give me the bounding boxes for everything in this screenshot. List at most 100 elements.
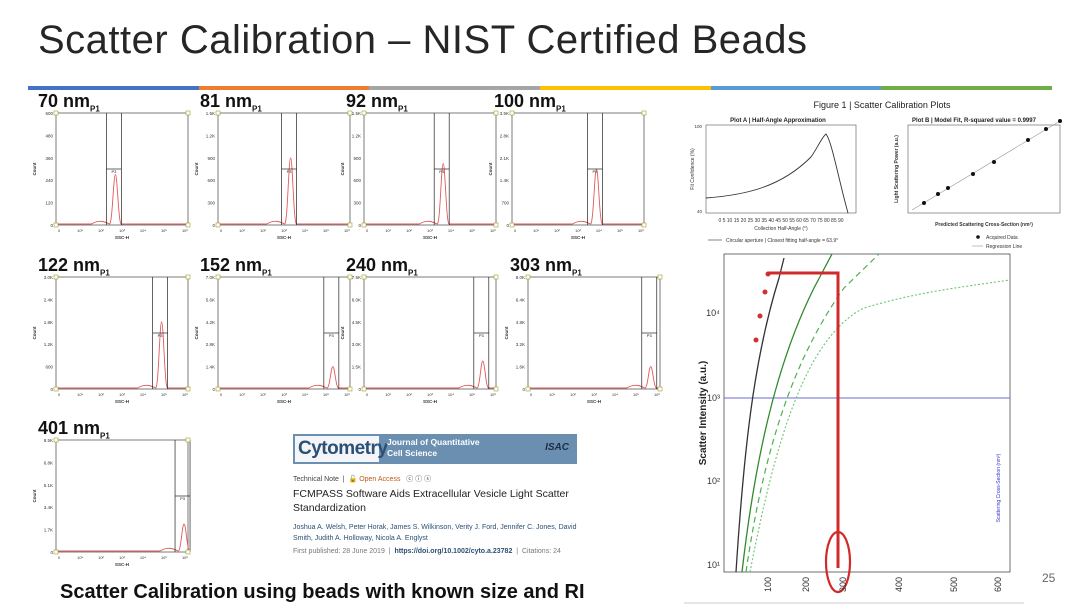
corner-handle [493, 222, 499, 228]
histogram-panel: 401 nmP1 8.5K 6.8K 5.1K 3.4K 1.7K 0 0 10¹ 10² 10³ 1… [28, 418, 196, 580]
corner-handle [525, 386, 531, 392]
histogram-panel: 100 nmP1 3.5K 2.8K 2.1K 1.4K 700 0 0 10¹ 10² 10³ 10… [484, 91, 652, 253]
histogram-size-label: 240 nmP1 [346, 255, 418, 278]
svg-text:0 5 10 15 20 25 30 35 40 45 50: 0 5 10 15 20 25 30 35 40 45 50 55 60 65 … [718, 218, 843, 224]
histogram-size-label: 303 nmP1 [510, 255, 582, 278]
histogram-curve [530, 366, 658, 389]
histogram-xtick: 10⁵ [161, 392, 167, 397]
histogram-curve [58, 321, 186, 389]
plot-b-xlabel: Predicted Scattering Cross-Section (nm²) [935, 222, 1033, 228]
histogram-xtick: 10² [260, 392, 266, 397]
ytick-4: 10⁴ [706, 308, 720, 318]
histogram-xtick: 10¹ [385, 392, 391, 397]
histogram-xtick: 10⁵ [323, 228, 329, 233]
histogram-chart: 1.5K 1.2K 900 600 300 00 10¹ 10² 10³ 10⁴ 10⁵ 10⁶ SSC… [194, 110, 353, 240]
histogram-ytick: 3.2K [516, 342, 525, 347]
histogram-xtick: 10⁵ [469, 228, 475, 233]
paper-excerpt: Cytometry Journal of Quantitative Cell S… [293, 434, 581, 564]
histogram-population: P1 [100, 431, 110, 441]
curve-green-dotted [749, 279, 1011, 573]
histogram-ytick: 3.4K [44, 505, 53, 510]
histogram-xlabel: SSC-H [423, 399, 437, 404]
histogram-xtick: 10³ [119, 228, 125, 233]
title-rule-segment [710, 86, 882, 90]
histogram-xtick: 10⁶ [182, 555, 188, 560]
histogram-population: P1 [398, 104, 408, 114]
figure-1: Figure 1 | Scatter Calibration Plots Plo… [686, 97, 1078, 251]
xtick-4: 400 [894, 577, 904, 592]
calibration-y2label: Scattering Cross-Section (nm²) [996, 453, 1002, 522]
corner-handle [185, 222, 191, 228]
histogram-xlabel: SSC-H [571, 235, 585, 240]
highlight-ellipse [824, 530, 852, 594]
histogram-ytick: 0 [358, 223, 361, 228]
histogram-xtick: 10² [554, 228, 560, 233]
histogram-curve [58, 174, 186, 225]
corner-handle [53, 274, 59, 280]
histogram-chart: 3.5K 2.8K 2.1K 1.4K 700 00 10¹ 10² 10³ 10⁴ 10⁵ 10⁶ S… [488, 110, 647, 240]
histogram-chart: 7.0K 5.6K 4.2K 2.8K 1.4K 00 10¹ 10² 10³ 10⁴ 10⁵ 10⁶… [194, 274, 353, 404]
histogram-xtick: 10⁵ [323, 392, 329, 397]
histogram-frame [527, 276, 661, 390]
plot-b-point [1058, 119, 1062, 123]
paper-publication-info: First published: 28 June 2019 | https://… [293, 548, 561, 555]
corner-handle [361, 274, 367, 280]
histogram-xtick: 10³ [119, 555, 125, 560]
histogram-xtick: 10¹ [239, 392, 245, 397]
histogram-population: P1 [262, 268, 272, 278]
histogram-size: 152 nm [200, 255, 263, 275]
histogram-ytick: 0 [212, 223, 215, 228]
histogram-ylabel: Count [194, 326, 199, 339]
histogram-xtick: 10¹ [77, 392, 83, 397]
histogram-xtick: 10² [260, 228, 266, 233]
histogram-ytick: 2.4K [44, 297, 53, 302]
histogram-xtick: 10² [98, 228, 104, 233]
corner-handle [493, 386, 499, 392]
histogram-ytick: 0 [50, 550, 53, 555]
histogram-xtick: 10¹ [77, 228, 83, 233]
histogram-xtick: 10⁵ [633, 392, 639, 397]
corner-handle [185, 274, 191, 280]
histogram-xtick: 0 [366, 228, 369, 233]
histogram-xtick: 0 [530, 392, 533, 397]
histogram-ytick: 6.0K [352, 297, 361, 302]
histogram-ytick: 1.8K [44, 320, 53, 325]
plot-b-title: Plot B | Model Fit, R-squared value = 0.… [912, 118, 1037, 124]
histogram-ytick: 1.5K [352, 111, 361, 116]
gate-label: P3 [158, 333, 164, 338]
histogram-size-label: 81 nmP1 [200, 91, 262, 114]
title-rule-segment [28, 86, 199, 90]
histogram-panel: 303 nmP1 8.0K 6.4K 4.8K 3.2K 1.6K 0 0 10¹ 10² 10³ 1… [500, 255, 668, 417]
curve-green-dashed [745, 253, 880, 573]
society-logo: ISAC [545, 442, 569, 453]
histogram-size: 100 nm [494, 91, 557, 111]
title-rule-segment [881, 86, 1053, 90]
doi-link[interactable]: https://doi.org/10.1002/cyto.a.23782 [394, 548, 513, 555]
histogram-frame [55, 112, 189, 226]
corner-handle [215, 110, 221, 116]
histogram-ytick: 300 [207, 201, 215, 206]
histogram-ytick: 900 [207, 156, 215, 161]
histogram-chart: 8.0K 6.4K 4.8K 3.2K 1.6K 00 10¹ 10² 10³ 10⁴ 10⁵ 10⁶… [504, 274, 663, 404]
histogram-xtick: 0 [220, 392, 223, 397]
plot-b-ylabel: Light Scattering Power (a.u.) [894, 135, 900, 203]
histogram-chart: 7.5K 6.0K 4.5K 3.0K 1.5K 00 10¹ 10² 10³ 10⁴ 10⁵ 10⁶… [340, 274, 499, 404]
histogram-size-label: 100 nmP1 [494, 91, 566, 114]
corner-handle [215, 386, 221, 392]
histogram-ytick: 4.5K [352, 320, 361, 325]
corner-handle [493, 110, 499, 116]
histogram-xtick: 10⁶ [490, 228, 496, 233]
histogram-xtick: 10⁶ [182, 228, 188, 233]
histogram-ytick: 1.2K [352, 133, 361, 138]
histogram-ylabel: Count [32, 489, 37, 502]
histogram-ytick: 600 [45, 365, 53, 370]
corner-handle [361, 386, 367, 392]
plot-a-curve [705, 133, 849, 214]
histogram-size: 70 nm [38, 91, 91, 111]
corner-handle [641, 110, 647, 116]
xtick-3: 300 [838, 577, 848, 592]
corner-handle [347, 222, 353, 228]
histogram-xlabel: SSC-H [277, 235, 291, 240]
histogram-xtick: 0 [514, 228, 517, 233]
histogram-xtick: 10² [98, 392, 104, 397]
